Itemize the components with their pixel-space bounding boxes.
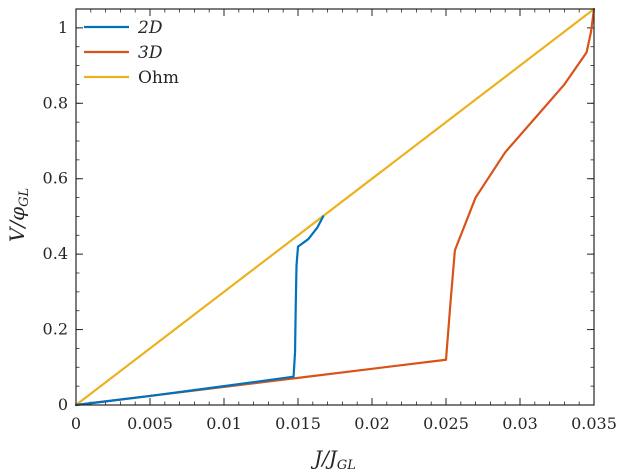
y-tick-label: 0.8 (43, 93, 68, 112)
plot-frame (75, 8, 595, 406)
x-tick-label: 0.015 (275, 414, 321, 433)
x-tick-label: 0.035 (571, 414, 617, 433)
legend-label-3d: 3D (138, 43, 163, 63)
x-tick-label: 0.01 (206, 414, 242, 433)
series-line-2d (74, 215, 325, 407)
y-tick-label: 0 (58, 395, 68, 414)
y-tick-label: 0.2 (43, 320, 68, 339)
x-tick-label: 0 (71, 414, 81, 433)
tick-labels: 0 0.005 0.01 0.015 0.02 0.025 0.03 0.035 0 0.2 0.4… (43, 18, 617, 433)
legend-label-ohm: Ohm (138, 68, 179, 88)
y-tick-label: 1 (58, 18, 68, 37)
x-tick-label: 0.025 (423, 414, 469, 433)
x-tick-label: 0.005 (127, 414, 173, 433)
legend: 2D 3D Ohm (84, 18, 179, 88)
legend-label-2d: 2D (137, 18, 163, 38)
x-axis-label: J/JGL (310, 446, 356, 473)
y-axis-label: V/φGL (5, 188, 32, 242)
y-tick-label: 0.6 (43, 169, 68, 188)
x-tick-label: 0.03 (502, 414, 538, 433)
series-layer (74, 7, 596, 407)
series-line-ohm (74, 7, 596, 407)
x-tick-label: 0.02 (354, 414, 390, 433)
y-tick-label: 0.4 (43, 244, 68, 263)
